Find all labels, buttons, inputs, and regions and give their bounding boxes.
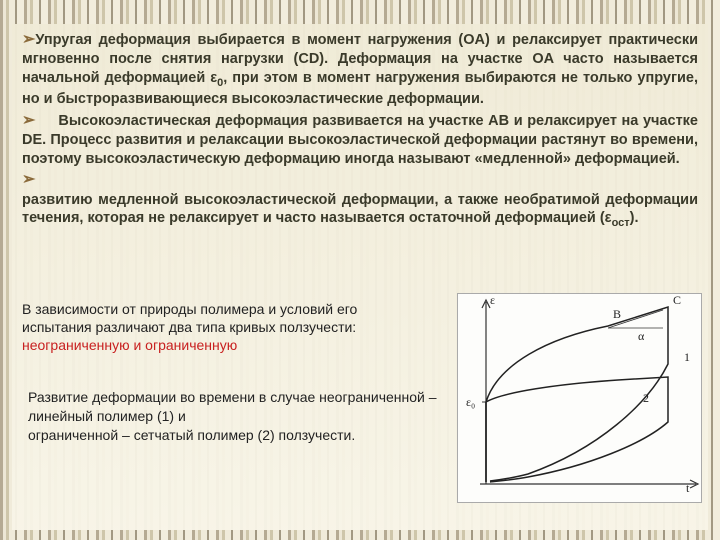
p2-text: Высокоэластическая деформация развиваетс… [22, 113, 698, 167]
p3-sub: ост [612, 217, 630, 229]
bullet-icon: ➢ [22, 112, 35, 129]
bullet-icon: ➢ [22, 171, 35, 188]
svg-text:C: C [673, 294, 681, 307]
para3a-text: Развитие деформации во времени в случае … [28, 389, 437, 424]
para3b-text: ограниченной – сетчатый полимер (2) полз… [28, 427, 355, 443]
svg-text:ε₀: ε₀ [466, 395, 475, 409]
para2a-text: В зависимости от природы полимера и усло… [22, 301, 357, 335]
creep-chart: B Cα 1 2 ε₀ ε t [457, 293, 702, 503]
svg-text:B: B [613, 307, 621, 321]
paragraph-3: ➢ развитию медленной высокоэластической … [22, 170, 698, 230]
svg-text:2: 2 [643, 391, 649, 405]
p3-text: развитию медленной высокоэластической де… [22, 192, 698, 227]
paragraph-2: ➢ Высокоэластическая деформация развивае… [22, 111, 698, 169]
svg-text:1: 1 [684, 350, 690, 364]
chart-svg: B Cα 1 2 ε₀ ε t [458, 294, 703, 504]
caption-text: Развитие деформации во времени в случае … [28, 388, 448, 445]
para2b-text: неограниченную и ограниченную [22, 337, 237, 353]
svg-text:α: α [638, 329, 645, 343]
main-text-block: ➢Упругая деформация выбирается в момент … [22, 30, 698, 232]
creep-types-text: В зависимости от природы полимера и усло… [22, 300, 422, 355]
svg-text:ε: ε [490, 294, 495, 307]
bullet-icon: ➢ [22, 31, 35, 48]
p3b-text: ). [630, 210, 639, 226]
paragraph-1: ➢Упругая деформация выбирается в момент … [22, 30, 698, 109]
svg-text:t: t [686, 481, 690, 495]
